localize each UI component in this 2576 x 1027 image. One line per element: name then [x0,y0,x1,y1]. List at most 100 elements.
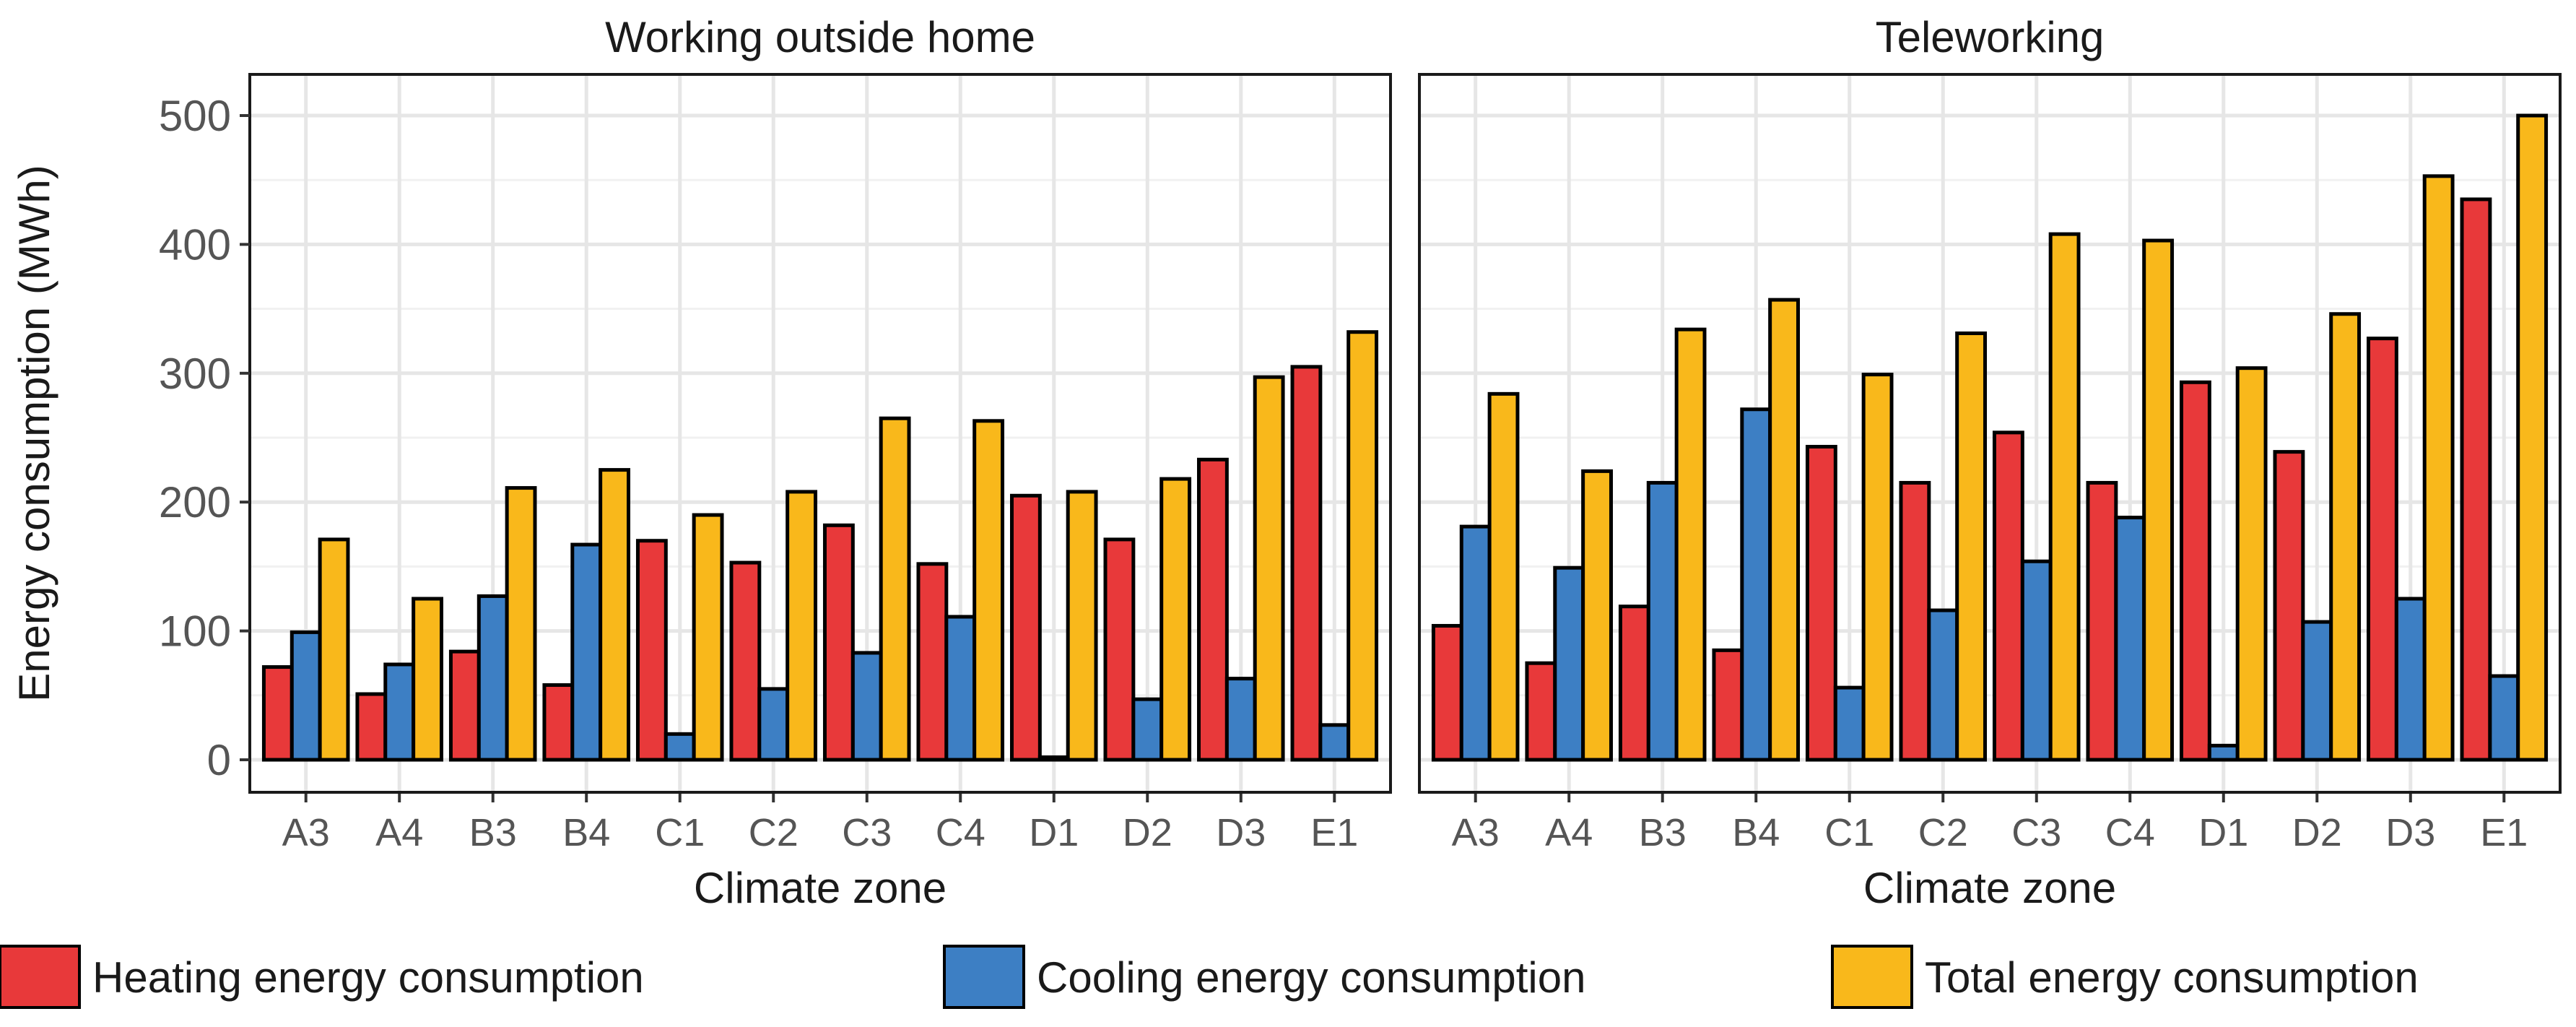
y-axis-title: Energy consumption (MWh) [10,165,58,702]
bar-cooling-D3 [2394,597,2427,762]
bar-total-C1 [692,513,724,762]
y-tick-label: 200 [159,478,231,526]
x-tick-label: E1 [1310,811,1358,854]
bar-heating-D1 [2179,380,2211,762]
bar-heating-C2 [1899,480,1931,762]
bar-total-C1 [1861,373,1894,762]
bar-cooling-B4 [570,542,603,762]
bar-cooling-B3 [477,594,509,762]
bar-heating-B3 [448,649,481,762]
bar-cooling-D1 [1037,755,1070,762]
panel-title: Teleworking [1876,13,2105,61]
legend-swatch-heating [0,945,81,1009]
x-tick-label: B3 [469,811,517,854]
x-tick-label: E1 [2480,811,2528,854]
x-tick-label: C3 [842,811,892,854]
y-tick-label: 0 [207,736,231,784]
bar-heating-C3 [1992,430,2024,762]
bar-total-E1 [2516,113,2549,762]
panel-border [1418,73,2562,794]
bar-cooling-A3 [1459,524,1492,762]
legend-swatch-cooling [943,945,1025,1009]
x-tick-label: A3 [1452,811,1500,854]
bar-total-B3 [505,486,537,762]
bar-cooling-E1 [1318,723,1351,762]
bar-heating-C3 [822,523,855,762]
panel-title: Working outside home [605,13,1035,61]
x-tick-label: D1 [1029,811,1079,854]
bar-total-D2 [2329,312,2362,762]
bar-heating-B4 [1712,648,1744,762]
bar-heating-E1 [2460,197,2492,762]
bar-total-B4 [1768,298,1801,762]
bar-total-A3 [1487,391,1520,762]
bar-cooling-A4 [383,662,416,762]
x-tick-label: C4 [936,811,985,854]
bar-total-C4 [2142,238,2175,762]
bar-cooling-D1 [2207,743,2240,762]
legend-label-total: Total energy consumption [1925,953,2419,1002]
x-tick-label: C3 [2011,811,2061,854]
bar-cooling-B3 [1646,480,1679,762]
x-tick-label: A3 [282,811,330,854]
bar-total-B3 [1674,327,1707,762]
x-tick-label: C2 [1918,811,1968,854]
bar-total-C4 [972,419,1005,762]
bar-cooling-E1 [2488,674,2520,762]
bar-total-C3 [879,416,911,762]
bar-heating-D2 [1103,537,1136,762]
bar-cooling-D2 [2301,620,2333,762]
bar-heating-B3 [1618,604,1650,762]
legend-label-heating: Heating energy consumption [92,953,644,1002]
bar-total-C2 [786,490,818,762]
bar-total-B4 [599,468,631,762]
x-tick-label: C1 [1824,811,1874,854]
x-tick-label: B4 [1732,811,1780,854]
bar-heating-D2 [2273,450,2305,762]
bar-heating-C1 [635,539,668,762]
bar-cooling-D2 [1131,697,1164,762]
x-tick-label: A4 [1545,811,1593,854]
bar-cooling-C2 [1927,608,1959,762]
x-tick-label: D1 [2198,811,2248,854]
x-tick-label: B3 [1639,811,1687,854]
bar-heating-D3 [1197,457,1229,762]
legend-swatch-total [1831,945,1913,1009]
y-tick-label: 300 [159,350,231,398]
x-tick-label: D2 [1123,811,1172,854]
bar-total-A4 [1581,469,1613,762]
x-tick-label: D3 [1216,811,1266,854]
legend-label-cooling: Cooling energy consumption [1037,953,1585,1002]
bar-heating-A4 [1525,661,1557,762]
bar-cooling-C4 [2114,516,2146,762]
y-tick-label: 400 [159,220,231,269]
bar-heating-A3 [1431,623,1463,762]
bar-cooling-A3 [290,630,322,762]
bar-total-D2 [1159,477,1192,762]
bar-cooling-C2 [757,687,790,762]
bar-heating-A3 [261,665,294,762]
bar-cooling-C3 [850,651,883,762]
bar-heating-C4 [2086,480,2118,762]
bar-cooling-C1 [1833,685,1866,762]
x-axis-title: Climate zone [1863,864,2116,912]
bar-heating-E1 [1290,365,1323,762]
bar-total-D1 [1066,490,1098,762]
bar-total-A4 [412,597,443,762]
x-tick-label: C1 [655,811,705,854]
bar-cooling-A4 [1553,566,1585,762]
bar-total-A3 [318,537,350,762]
x-tick-label: A4 [375,811,423,854]
bar-cooling-C1 [663,732,696,762]
x-tick-label: D3 [2385,811,2435,854]
x-axis-title: Climate zone [694,864,947,912]
panel-border [248,73,1392,794]
bar-total-D3 [1253,375,1285,762]
x-tick-label: C4 [2105,811,2155,854]
bar-total-C2 [1955,331,1988,762]
x-tick-label: C2 [749,811,799,854]
bar-heating-A4 [355,692,388,762]
x-tick-label: D2 [2292,811,2342,854]
bar-cooling-D3 [1224,677,1257,762]
